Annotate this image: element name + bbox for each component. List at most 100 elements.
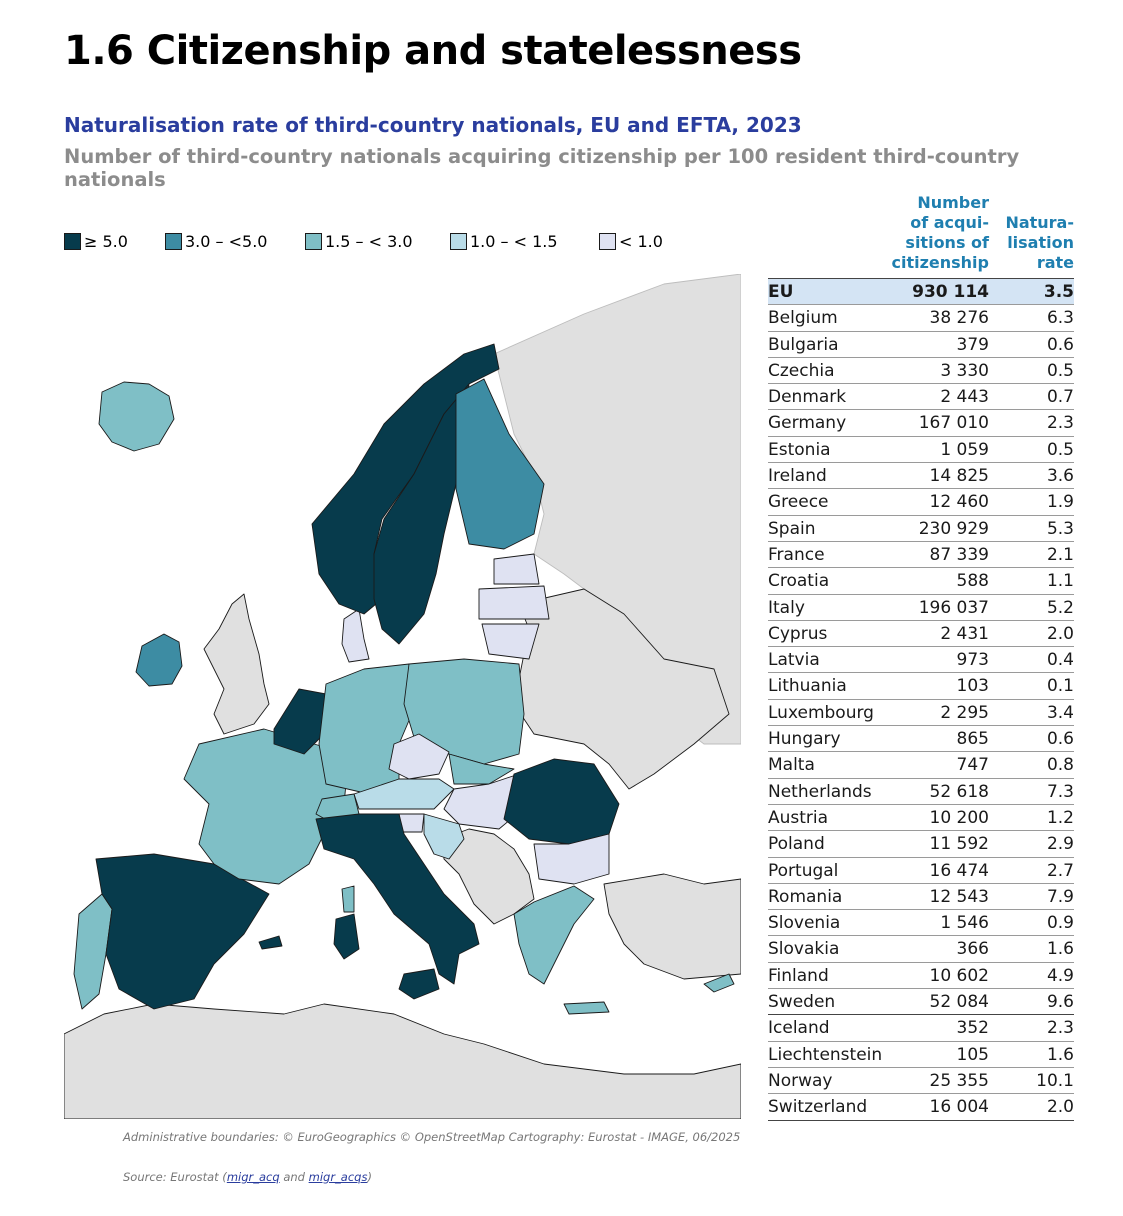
acquisitions-value: 167 010	[918, 413, 989, 434]
acquisitions-value: 196 037	[918, 597, 989, 618]
legend-item-below-1: < 1.0	[599, 232, 663, 251]
region-austria	[353, 778, 455, 810]
region-cyprus	[703, 973, 735, 993]
acquisitions-value: 2 443	[940, 387, 989, 408]
country-name: Poland	[768, 834, 825, 855]
rate-value: 0.7	[1046, 387, 1074, 408]
country-name: Austria	[768, 807, 829, 828]
rate-value: 1.9	[1046, 492, 1074, 513]
rate-value: 3.6	[1046, 466, 1074, 487]
region-poland	[403, 658, 525, 765]
acquisitions-value: 52 618	[929, 781, 989, 802]
table-row: Greece 12 460 1.9	[768, 489, 1074, 516]
country-name: Luxembourg	[768, 702, 874, 723]
legend-swatch	[64, 233, 81, 250]
chart-title: Naturalisation rate of third-country nat…	[64, 113, 802, 137]
rate-value: 0.9	[1046, 913, 1074, 934]
region-balearics	[258, 935, 283, 950]
acquisitions-value: 25 355	[929, 1070, 989, 1091]
country-name: Lithuania	[768, 676, 847, 697]
legend-label: 1.5 – < 3.0	[325, 232, 413, 251]
rate-value: 0.4	[1046, 650, 1074, 671]
source-note: Source: Eurostat (migr_acq and migr_acqs…	[123, 1170, 372, 1184]
acquisitions-value: 11 592	[929, 834, 989, 855]
column-header-acquisitions: Number of acqui- sitions of citizenship	[891, 193, 989, 272]
country-name: Malta	[768, 755, 815, 776]
rate-value: 1.1	[1046, 571, 1074, 592]
acquisitions-value: 38 276	[929, 308, 989, 329]
table-row: France 87 339 2.1	[768, 542, 1074, 569]
table-row: Norway 25 355 10.1	[768, 1068, 1074, 1095]
region-corsica	[341, 885, 355, 913]
country-name: Belgium	[768, 308, 838, 329]
rate-value: 0.6	[1046, 729, 1074, 750]
rate-value: 5.3	[1046, 518, 1074, 539]
legend-label: 1.0 – < 1.5	[470, 232, 558, 251]
legend-swatch	[599, 233, 616, 250]
table-row: Latvia 973 0.4	[768, 647, 1074, 674]
table-row: Netherlands 52 618 7.3	[768, 779, 1074, 805]
rate-value: 3.5	[1043, 282, 1074, 302]
region-croatia	[423, 813, 465, 860]
table-row: Liechtenstein 105 1.6	[768, 1042, 1074, 1068]
legend-item-1-1-5: 1.0 – < 1.5	[450, 232, 558, 251]
country-name: Norway	[768, 1070, 833, 1091]
table-row: Slovenia 1 546 0.9	[768, 910, 1074, 937]
rate-value: 2.3	[1046, 1018, 1074, 1039]
region-turkey	[603, 873, 741, 980]
europe-map	[64, 274, 741, 1119]
table-row: Iceland 352 2.3	[768, 1015, 1074, 1042]
acquisitions-value: 105	[956, 1044, 989, 1065]
acquisitions-value: 1 546	[940, 913, 989, 934]
boundaries-credit: Administrative boundaries: © EuroGeograp…	[123, 1130, 741, 1144]
rate-value: 1.2	[1046, 807, 1074, 828]
acquisitions-value: 87 339	[929, 544, 989, 565]
table-row: Estonia 1 059 0.5	[768, 437, 1074, 464]
country-name: Finland	[768, 965, 829, 986]
region-sicily	[398, 968, 440, 1000]
country-name: Latvia	[768, 650, 820, 671]
table-body: EU 930 114 3.5 Belgium 38 276 6.3 Bulgaria 379 0…	[768, 278, 1074, 1121]
acquisitions-value: 747	[956, 755, 989, 776]
legend-label: < 1.0	[619, 232, 663, 251]
rate-value: 3.4	[1046, 702, 1074, 723]
rate-value: 1.6	[1046, 1044, 1074, 1065]
acquisitions-value: 2 431	[940, 623, 989, 644]
region-estonia	[493, 553, 540, 585]
source-link-migr-acq[interactable]: migr_acq	[226, 1170, 280, 1184]
region-czechia	[388, 733, 450, 780]
acquisitions-value: 2 295	[940, 702, 989, 723]
source-link-migr-acqs[interactable]: migr_acqs	[308, 1170, 368, 1184]
rate-value: 9.6	[1046, 992, 1074, 1013]
rate-value: 2.9	[1046, 834, 1074, 855]
region-bulgaria	[533, 833, 610, 885]
country-name: Iceland	[768, 1018, 830, 1039]
table-row: EU 930 114 3.5	[768, 279, 1074, 306]
rate-value: 7.3	[1046, 781, 1074, 802]
country-name: Netherlands	[768, 781, 872, 802]
legend-swatch	[450, 233, 467, 250]
acquisitions-value: 588	[956, 571, 989, 592]
country-name: Spain	[768, 518, 816, 539]
acquisitions-value: 230 929	[918, 518, 989, 539]
table-row: Ireland 14 825 3.6	[768, 463, 1074, 490]
table-row: Czechia 3 330 0.5	[768, 358, 1074, 385]
rate-value: 10.1	[1036, 1070, 1074, 1091]
rate-value: 2.0	[1046, 1097, 1074, 1118]
table-row: Spain 230 929 5.3	[768, 516, 1074, 542]
region-latvia	[478, 585, 550, 620]
rate-value: 2.7	[1046, 860, 1074, 881]
region-ireland	[135, 633, 183, 687]
region-north-africa	[64, 1003, 741, 1119]
rate-value: 5.2	[1046, 597, 1074, 618]
acquisitions-value: 16 474	[929, 860, 989, 881]
rate-value: 0.6	[1046, 334, 1074, 355]
acquisitions-value: 3 330	[940, 360, 989, 381]
acquisitions-value: 12 460	[929, 492, 989, 513]
acquisitions-value: 379	[956, 334, 989, 355]
country-name: Slovakia	[768, 939, 840, 960]
acquisitions-value: 103	[956, 676, 989, 697]
table-row: Croatia 588 1.1	[768, 568, 1074, 595]
table-row: Finland 10 602 4.9	[768, 963, 1074, 990]
country-name: Portugal	[768, 860, 839, 881]
